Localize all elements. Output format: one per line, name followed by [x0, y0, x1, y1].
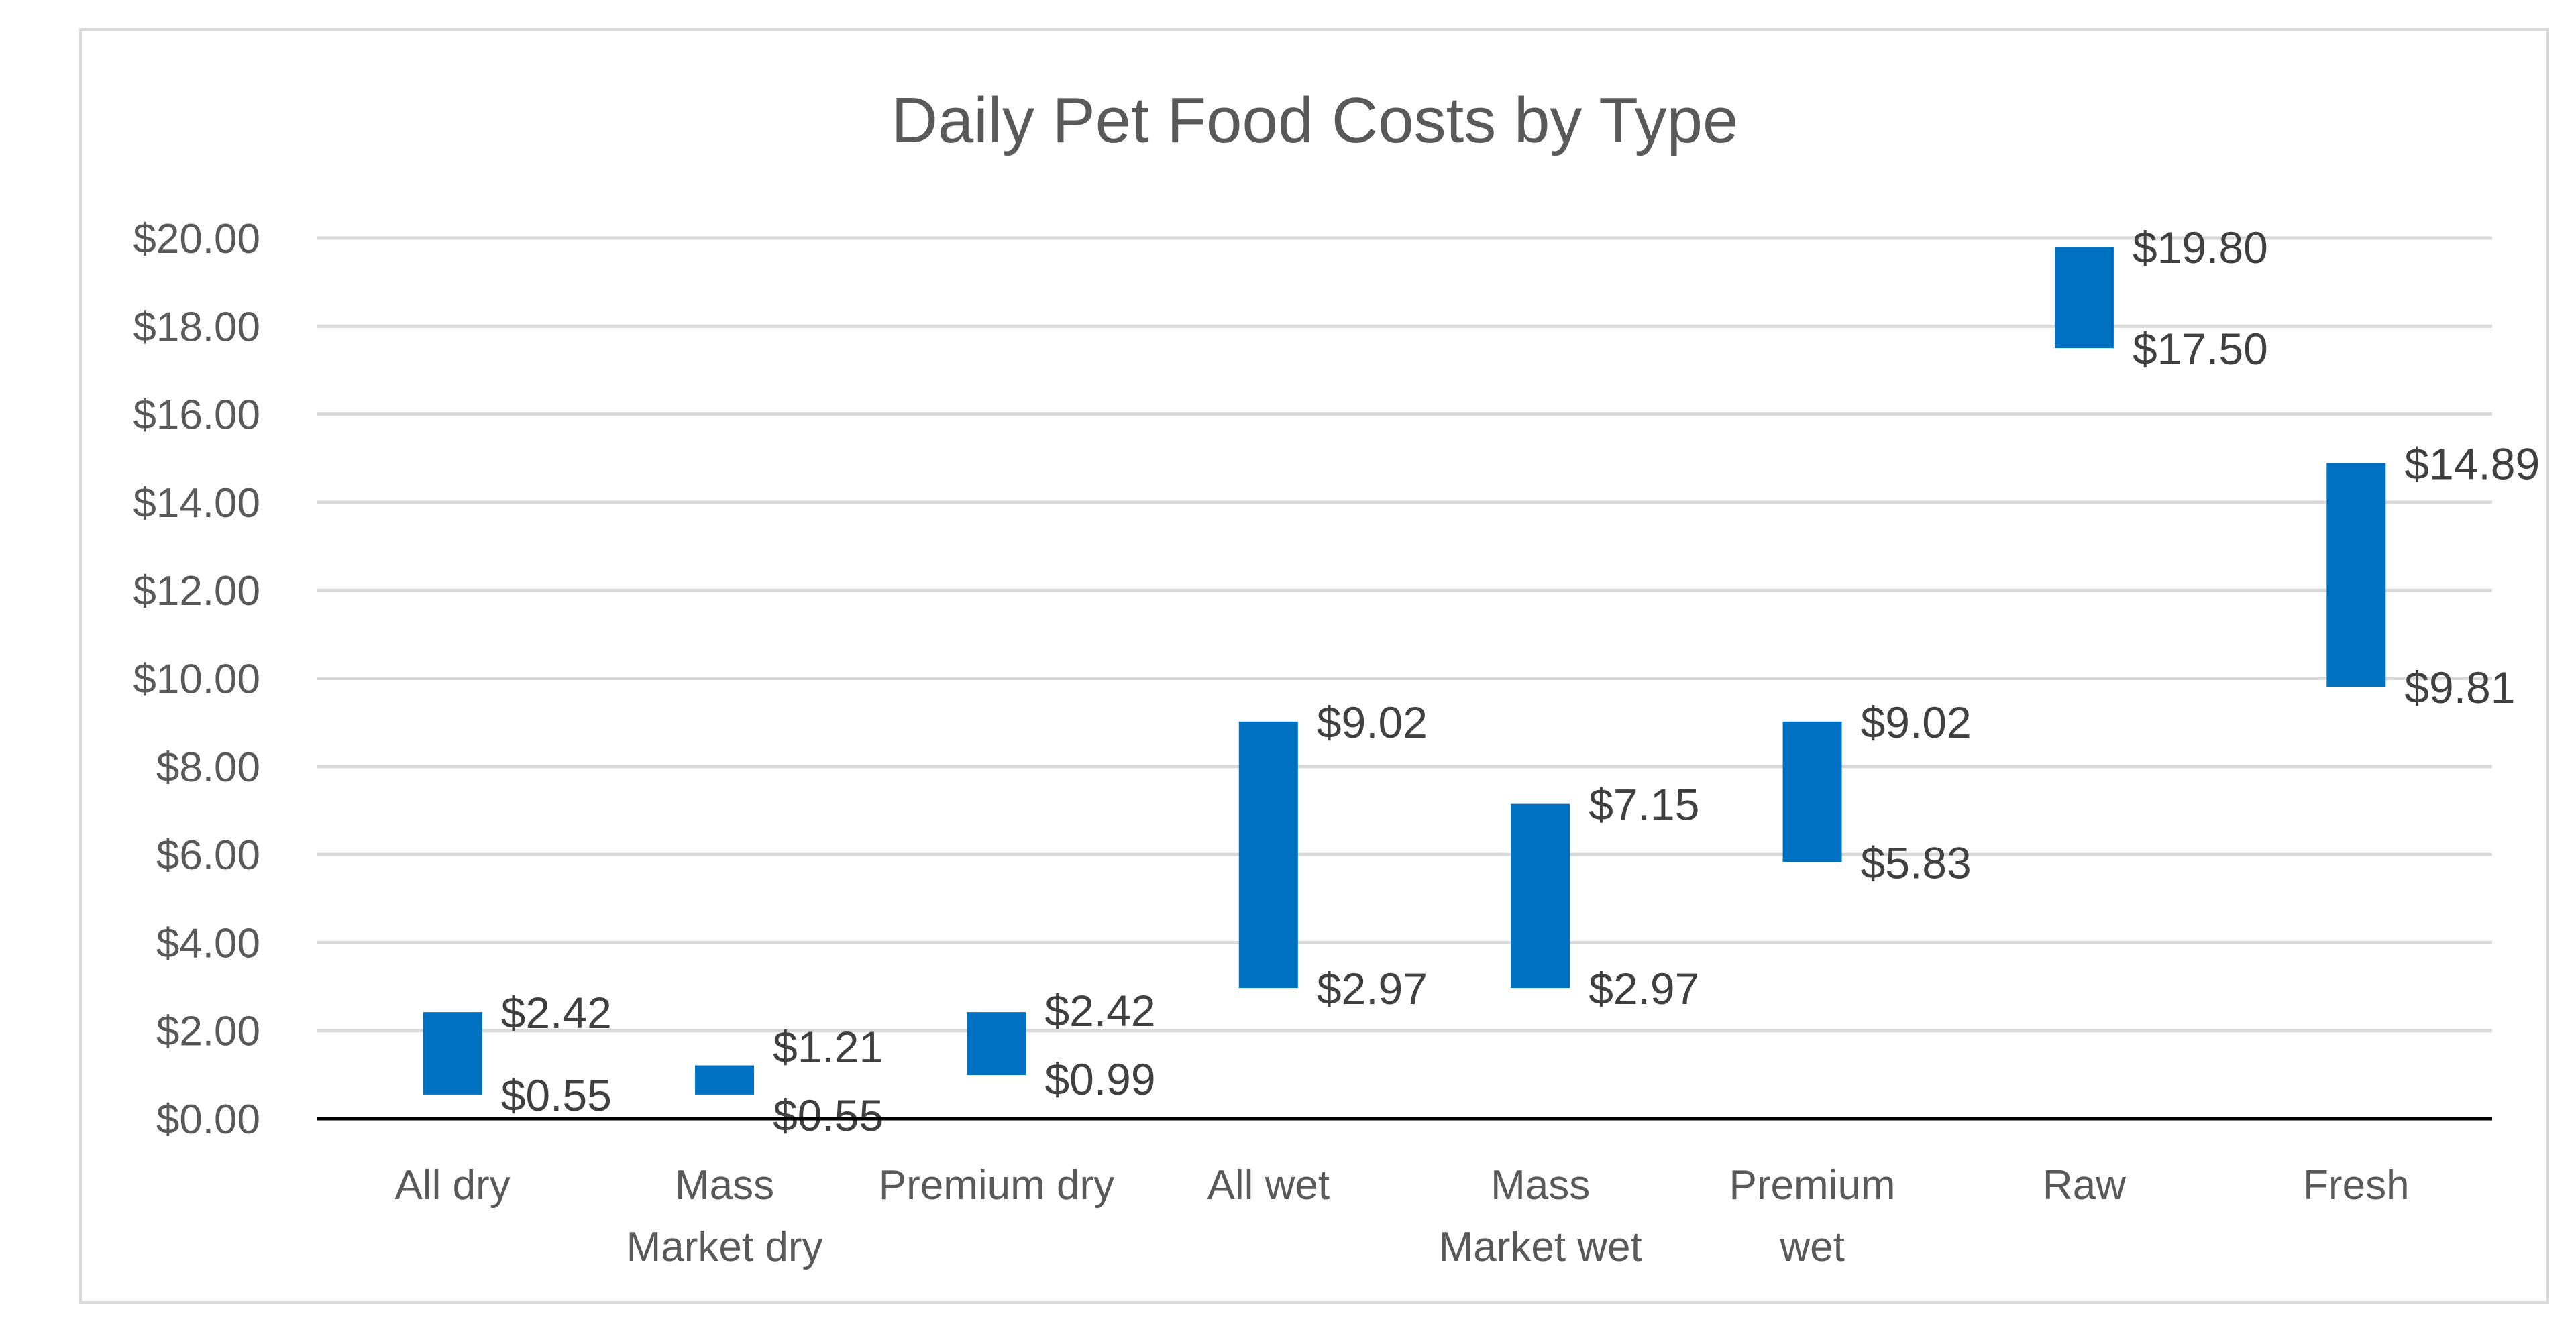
range-bar	[1782, 721, 1842, 862]
x-tick-label: All dry	[395, 1162, 511, 1209]
y-tick-label: $16.00	[133, 392, 260, 439]
range-bar	[967, 1012, 1026, 1076]
data-label-high: $14.89	[2404, 439, 2540, 488]
y-tick-label: $6.00	[156, 832, 260, 879]
range-bar	[423, 1012, 482, 1095]
x-tick-label: Premium wet	[1729, 1162, 1896, 1270]
y-tick-label: $18.00	[133, 304, 260, 350]
range-bar	[2054, 247, 2114, 349]
chart-frame	[79, 28, 2549, 1304]
y-tick-label: $2.00	[156, 1009, 260, 1055]
data-label-low: $2.97	[1317, 964, 1428, 1013]
data-label-low: $0.55	[501, 1070, 612, 1120]
data-label-high: $2.42	[1044, 986, 1155, 1036]
x-tick-label: Mass Market dry	[627, 1162, 823, 1270]
range-bars	[423, 247, 2386, 1095]
data-label-low: $17.50	[2133, 324, 2268, 374]
y-tick-label: $8.00	[156, 744, 260, 791]
range-bar	[1511, 803, 1570, 989]
x-tick-label: All wet	[1208, 1162, 1330, 1209]
range-bar	[695, 1065, 755, 1095]
x-tick-label: Premium dry	[879, 1162, 1114, 1209]
y-tick-label: $20.00	[133, 216, 260, 262]
data-label-high: $7.15	[1589, 780, 1699, 830]
y-tick-label: $14.00	[133, 480, 260, 526]
y-tick-label: $10.00	[133, 657, 260, 703]
data-label-low: $0.55	[773, 1091, 883, 1140]
y-tick-label: $0.00	[156, 1097, 260, 1143]
range-bar	[2326, 463, 2386, 687]
range-bar	[1238, 721, 1298, 989]
data-label-high: $19.80	[2133, 223, 2268, 272]
data-label-low: $5.83	[1861, 838, 1972, 887]
chart-title: Daily Pet Food Costs by Type	[892, 85, 1739, 156]
data-label-high: $9.02	[1317, 697, 1428, 747]
y-tick-label: $12.00	[133, 568, 260, 614]
data-label-high: $9.02	[1861, 697, 1972, 747]
y-tick-label: $4.00	[156, 920, 260, 966]
x-tick-label: Mass Market wet	[1439, 1162, 1642, 1270]
data-label-low: $9.81	[2404, 663, 2515, 712]
data-label-high: $2.42	[501, 988, 612, 1038]
data-label-low: $0.99	[1044, 1054, 1155, 1104]
data-label-high: $1.21	[773, 1022, 883, 1072]
gridlines	[317, 236, 2492, 1033]
x-tick-label: Fresh	[2303, 1162, 2409, 1209]
data-labels: $2.42 $0.55 $1.21 $0.55 $2.42 $0.99 $9.02 $2.97…	[501, 223, 2540, 1140]
x-tick-label: Raw	[2043, 1162, 2126, 1209]
y-axis-ticks: $0.00 $2.00 $4.00 $6.00 $8.00 $10.00 $12.00 $14…	[133, 216, 260, 1143]
data-label-low: $2.97	[1589, 964, 1699, 1013]
x-axis-ticks: All dry Mass Market dry Premium dry All wet M…	[395, 1162, 2410, 1270]
